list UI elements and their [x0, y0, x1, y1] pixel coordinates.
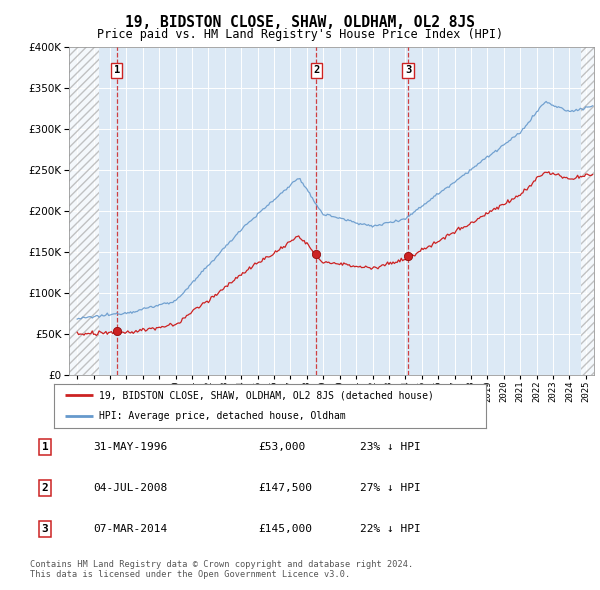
- Text: 27% ↓ HPI: 27% ↓ HPI: [360, 483, 421, 493]
- Text: 31-MAY-1996: 31-MAY-1996: [93, 442, 167, 451]
- Bar: [69, 47, 98, 375]
- Text: £53,000: £53,000: [258, 442, 305, 451]
- Text: 1: 1: [41, 442, 49, 451]
- Text: 2: 2: [313, 65, 320, 75]
- Text: 1: 1: [113, 65, 120, 75]
- Bar: [581, 47, 594, 375]
- Text: 23% ↓ HPI: 23% ↓ HPI: [360, 442, 421, 451]
- Text: 04-JUL-2008: 04-JUL-2008: [93, 483, 167, 493]
- Text: 3: 3: [405, 65, 411, 75]
- Text: HPI: Average price, detached house, Oldham: HPI: Average price, detached house, Oldh…: [100, 411, 346, 421]
- Text: £147,500: £147,500: [258, 483, 312, 493]
- Text: 19, BIDSTON CLOSE, SHAW, OLDHAM, OL2 8JS: 19, BIDSTON CLOSE, SHAW, OLDHAM, OL2 8JS: [125, 15, 475, 30]
- Text: 2: 2: [41, 483, 49, 493]
- Text: 22% ↓ HPI: 22% ↓ HPI: [360, 525, 421, 534]
- Text: Price paid vs. HM Land Registry's House Price Index (HPI): Price paid vs. HM Land Registry's House …: [97, 28, 503, 41]
- Text: 07-MAR-2014: 07-MAR-2014: [93, 525, 167, 534]
- Text: 19, BIDSTON CLOSE, SHAW, OLDHAM, OL2 8JS (detached house): 19, BIDSTON CLOSE, SHAW, OLDHAM, OL2 8JS…: [100, 391, 434, 401]
- Text: Contains HM Land Registry data © Crown copyright and database right 2024.
This d: Contains HM Land Registry data © Crown c…: [30, 560, 413, 579]
- Text: 3: 3: [41, 525, 49, 534]
- Text: £145,000: £145,000: [258, 525, 312, 534]
